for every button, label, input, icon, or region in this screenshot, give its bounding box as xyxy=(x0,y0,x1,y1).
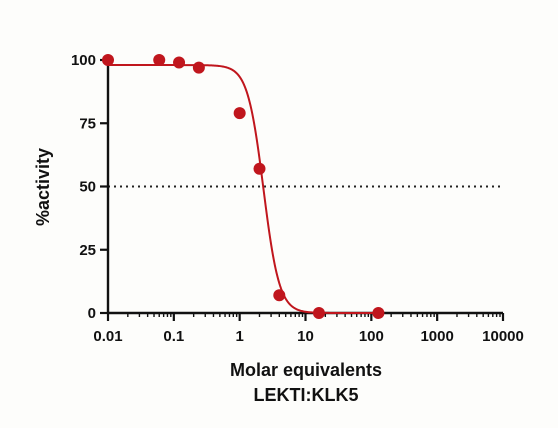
tick-labels-layer: 0 25 50 75 100 0.01 0.1 1 10 100 1000 10000 xyxy=(71,52,524,345)
y-axis-title: %activity xyxy=(33,148,53,226)
x-tick-label: 1 xyxy=(235,328,243,345)
x-tick-label: 10 xyxy=(297,328,314,345)
x-axis-title: Molar equivalents xyxy=(230,360,382,380)
y-tick-label: 0 xyxy=(88,305,96,322)
x-axis-subtitle: LEKTI:KLK5 xyxy=(254,385,359,405)
x-tick-label: 10000 xyxy=(482,328,524,345)
data-point xyxy=(273,289,286,302)
y-tick-label: 50 xyxy=(79,179,96,196)
data-point xyxy=(173,56,186,69)
data-point xyxy=(102,54,114,66)
x-tick-label: 1000 xyxy=(420,328,453,345)
x-tick-label: 0.01 xyxy=(93,328,122,345)
data-point xyxy=(233,107,246,120)
fit-curve xyxy=(108,64,379,314)
y-tick-label: 100 xyxy=(71,52,96,69)
x-tick-label: 0.1 xyxy=(163,328,184,345)
y-tick-label: 25 xyxy=(79,242,96,259)
data-points-layer xyxy=(102,54,385,319)
data-point xyxy=(192,61,205,74)
data-point xyxy=(253,162,266,175)
fit-curve-layer xyxy=(108,64,379,314)
axes-layer xyxy=(100,56,505,321)
x-tick-label: 100 xyxy=(359,328,384,345)
y-tick-label: 75 xyxy=(79,115,96,132)
data-point xyxy=(372,307,385,319)
data-point xyxy=(153,54,166,66)
data-point xyxy=(312,307,325,319)
